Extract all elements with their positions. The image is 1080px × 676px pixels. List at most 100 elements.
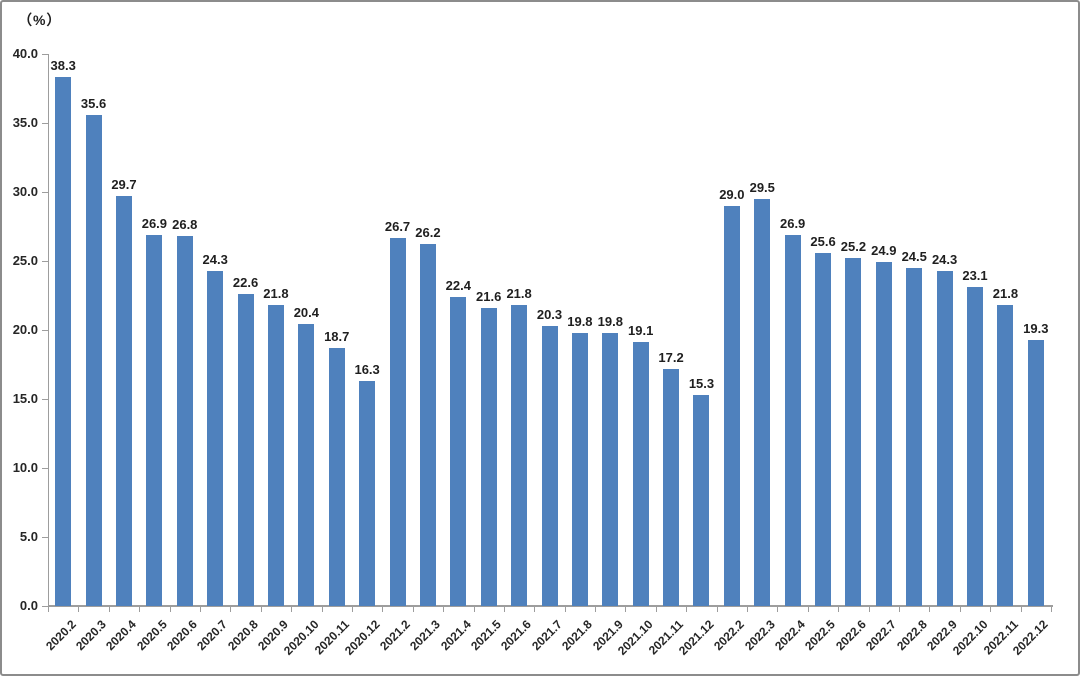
bar-value-label: 25.2 — [840, 239, 867, 255]
bar-value-label: 29.5 — [749, 179, 775, 195]
x-axis-tick-label: 2021.3 — [407, 617, 444, 654]
bar-value-label: 24.5 — [901, 248, 927, 264]
y-axis-tick-label: 20.0 — [12, 322, 38, 337]
bar-value-label: 26.8 — [172, 217, 198, 233]
x-axis-tick-label: 2022.4 — [771, 617, 808, 654]
y-axis-tick — [42, 123, 48, 124]
bar-value-label: 29.7 — [111, 177, 137, 193]
x-axis-tick — [351, 607, 353, 612]
bar — [328, 347, 345, 606]
bar — [663, 368, 680, 606]
x-axis-tick-label: 2021.5 — [468, 617, 504, 654]
y-axis-tick — [42, 54, 48, 55]
x-axis-tick-label: 2022.6 — [832, 617, 869, 654]
bar — [784, 234, 801, 606]
x-axis-tick — [929, 607, 931, 612]
x-axis-tick — [807, 607, 809, 612]
bar-value-label: 21.8 — [506, 286, 532, 302]
bar-value-label: 18.7 — [324, 328, 350, 344]
y-axis-tick-label: 5.0 — [19, 529, 38, 544]
x-axis-tick — [291, 607, 293, 612]
x-axis-tick-label: 2021.6 — [498, 617, 535, 654]
bar — [723, 205, 740, 606]
bar-value-label: 20.3 — [536, 306, 563, 322]
bar-value-label: 22.4 — [445, 277, 471, 293]
x-axis-tick — [564, 607, 566, 612]
x-axis-tick — [1020, 607, 1022, 612]
y-axis-tick-label: 25.0 — [12, 253, 38, 268]
bar-value-label: 21.8 — [992, 286, 1019, 302]
bar — [237, 294, 254, 606]
x-axis-tick — [655, 607, 657, 612]
y-axis-tick — [42, 537, 48, 538]
bar-value-label: 19.8 — [597, 313, 623, 329]
x-axis-tick — [412, 607, 414, 612]
y-axis-line — [48, 54, 49, 606]
y-axis-tick — [42, 399, 48, 400]
x-axis-tick-label: 2022.2 — [711, 617, 748, 654]
bar — [511, 305, 528, 606]
x-axis-tick-label: 2022.7 — [863, 617, 900, 654]
y-axis-tick — [42, 261, 48, 262]
bar-value-label: 35.6 — [80, 95, 107, 111]
x-axis-tick — [534, 607, 536, 612]
bar-value-label: 38.3 — [50, 58, 76, 74]
x-axis-tick — [199, 607, 201, 612]
x-axis-tick-label: 2020.8 — [224, 617, 261, 654]
bar — [632, 342, 649, 606]
bar-value-label: 26.2 — [415, 225, 441, 241]
x-axis-tick — [899, 607, 901, 612]
x-axis-tick-label: 2022.5 — [802, 617, 839, 654]
x-axis-tick — [230, 607, 232, 612]
x-axis-tick — [473, 607, 475, 612]
bar — [146, 234, 163, 606]
bar — [693, 394, 710, 606]
bar — [541, 325, 558, 606]
bar-value-label: 26.9 — [141, 215, 168, 231]
x-axis-tick-label: 2021.8 — [559, 617, 596, 654]
x-axis-tick — [777, 607, 779, 612]
y-axis-tick — [42, 468, 48, 469]
bar-value-label: 16.3 — [354, 362, 380, 378]
x-axis-tick-label: 2022.8 — [893, 617, 930, 654]
bar-value-label: 23.1 — [962, 268, 988, 284]
bar — [389, 237, 406, 606]
y-axis-tick — [42, 330, 48, 331]
bar — [936, 270, 953, 606]
bar — [55, 77, 72, 606]
bar — [207, 270, 224, 606]
bar-value-label: 25.6 — [810, 233, 836, 249]
x-axis-tick-label: 2020.5 — [133, 617, 170, 654]
x-axis-tick — [503, 607, 505, 612]
y-axis-tick — [42, 192, 48, 193]
bar — [419, 244, 436, 606]
bar — [1027, 339, 1044, 606]
bar — [480, 307, 497, 606]
bar — [85, 114, 102, 606]
bar — [571, 332, 588, 606]
bar-value-label: 19.8 — [567, 313, 593, 329]
bar-value-label: 26.9 — [779, 215, 806, 231]
bar-value-label: 22.6 — [232, 275, 259, 291]
y-axis-tick-label: 15.0 — [12, 391, 38, 406]
x-axis-tick-label: 2021.7 — [528, 617, 565, 654]
y-axis-unit-label: （%） — [18, 12, 62, 28]
bar-value-label: 29.0 — [719, 186, 745, 202]
x-axis-tick-label: 2020.7 — [194, 617, 231, 654]
bar — [906, 267, 923, 606]
y-axis-tick-label: 10.0 — [12, 460, 38, 475]
bar-value-label: 19.3 — [1023, 320, 1049, 336]
x-axis-tick — [78, 607, 80, 612]
bar-value-label: 24.9 — [871, 243, 897, 259]
bar-value-label: 20.4 — [293, 305, 319, 321]
y-axis-tick-label: 30.0 — [12, 184, 38, 199]
bar-value-label: 15.3 — [688, 375, 715, 391]
bar-value-label: 17.2 — [658, 349, 684, 365]
x-axis-tick-label: 2020.3 — [72, 617, 109, 654]
x-axis-tick — [747, 607, 749, 612]
x-axis-tick — [595, 607, 597, 612]
bar-value-label: 21.6 — [476, 288, 502, 304]
x-axis-tick — [625, 607, 627, 612]
